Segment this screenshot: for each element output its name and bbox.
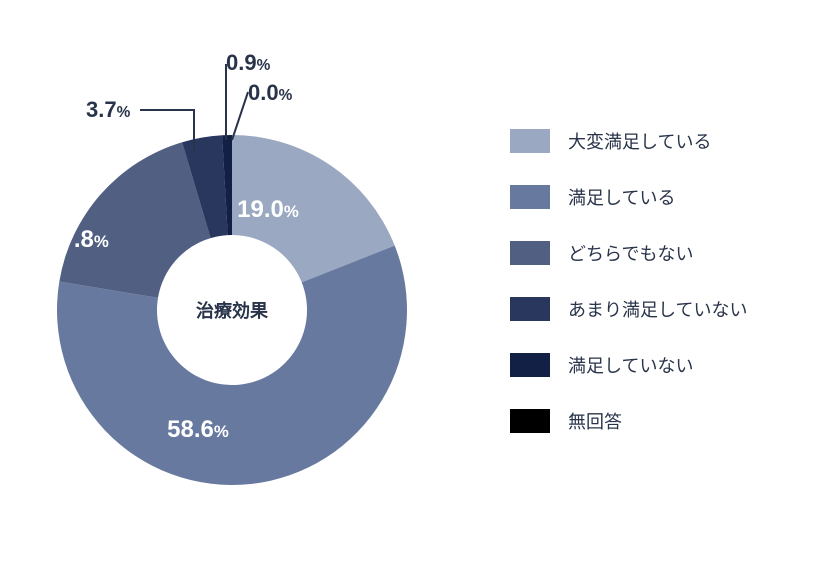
legend-item: どちらでもない (510, 240, 747, 266)
callout-value-label: 3.7% (86, 97, 130, 123)
donut-slice (59, 142, 210, 298)
legend-label: 大変満足している (568, 128, 711, 154)
legend-item: あまり満足していない (510, 296, 747, 322)
legend-label: 満足していない (568, 352, 693, 378)
slice-value-label: 17.8% (47, 226, 109, 254)
legend-swatch (510, 185, 550, 209)
slice-value-label: 19.0% (237, 196, 299, 224)
legend-swatch (510, 129, 550, 153)
legend-label: 満足している (568, 184, 675, 210)
slice-value-label: 58.6% (167, 416, 229, 444)
legend-swatch (510, 353, 550, 377)
legend-item: 大変満足している (510, 128, 747, 154)
legend-item: 無回答 (510, 408, 747, 434)
legend-item: 満足していない (510, 352, 747, 378)
legend-item: 満足している (510, 184, 747, 210)
legend-swatch (510, 241, 550, 265)
legend-label: どちらでもない (568, 240, 693, 266)
legend-swatch (510, 409, 550, 433)
callout-value-label: 0.9% (226, 50, 270, 76)
callout-value-label: 0.0% (248, 80, 292, 106)
legend-label: あまり満足していない (568, 296, 747, 322)
legend-label: 無回答 (568, 408, 622, 434)
chart-center-label: 治療効果 (196, 297, 268, 323)
legend: 大変満足している満足しているどちらでもないあまり満足していない満足していない無回… (510, 128, 747, 464)
legend-swatch (510, 297, 550, 321)
